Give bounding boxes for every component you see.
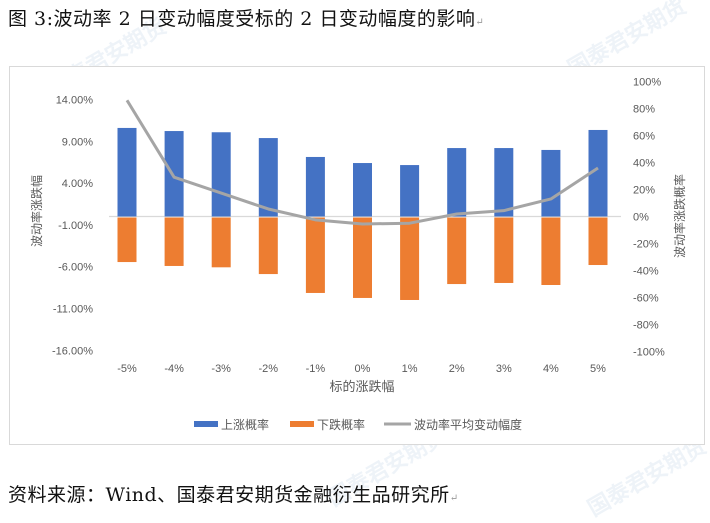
source-note: 资料来源：Wind、国泰君安期货金融衍生品研究所↵ (8, 480, 459, 507)
y2-tick-label: -80% (633, 320, 659, 332)
x-tick-label: 4% (543, 363, 559, 375)
y2-tick-label: -20% (633, 239, 659, 251)
x-tick-label: 1% (402, 363, 418, 375)
bar-up (494, 148, 514, 217)
bar-up (447, 148, 467, 217)
y2-tick-label: 20% (633, 185, 655, 197)
x-tick-label: -5% (117, 363, 137, 375)
y-tick-label: 4.00% (62, 178, 93, 190)
legend-swatch-up (194, 421, 218, 427)
y2-tick-label: -100% (633, 347, 665, 359)
chart-svg: 14.00% 9.00% 4.00% -1.00% -6.00% -11.00% -16.0… (29, 77, 687, 433)
chart-container: 14.00% 9.00% 4.00% -1.00% -6.00% -11.00% -16.0… (9, 66, 705, 445)
bar-up (117, 127, 137, 217)
y2-tick-label: 40% (633, 158, 655, 170)
y-tick-label: 14.00% (56, 94, 94, 106)
y-tick-label: -11.00% (53, 303, 93, 315)
bar-up (305, 156, 325, 217)
bar-down (588, 217, 608, 266)
paragraph-mark: ↵ (475, 17, 485, 28)
legend-label-line: 波动率平均变动幅度 (414, 417, 522, 432)
bar-down (305, 217, 325, 293)
legend-label-down: 下跌概率 (317, 417, 365, 432)
y-tick-label: -1.00% (58, 220, 93, 232)
y-tick-label: -16.00% (52, 345, 93, 357)
y-tick-label: 9.00% (62, 136, 93, 148)
legend-swatch-down (290, 421, 314, 427)
x-tick-label: 2% (449, 363, 465, 375)
y2-tick-label: -40% (633, 266, 659, 278)
y2-tick-label: 100% (633, 77, 661, 89)
x-tick-label: 0% (355, 363, 371, 375)
figure-caption: 图 3:波动率 2 日变动幅度受标的 2 日变动幅度的影响↵ (8, 4, 484, 31)
bar-up (211, 132, 231, 217)
x-tick-label: 3% (496, 363, 512, 375)
x-axis-title: 标的涨跌幅 (329, 379, 394, 394)
x-tick-label: -1% (306, 363, 326, 375)
bar-down (353, 217, 372, 298)
bar-up (258, 138, 278, 217)
x-tick-label: -3% (211, 363, 231, 375)
line-series (125, 99, 599, 226)
y-tick-label: -6.00% (58, 262, 93, 274)
bar-down (494, 217, 514, 283)
x-tick-label: -4% (164, 363, 184, 375)
bar-up (541, 149, 561, 217)
bar-down (400, 217, 420, 300)
y-axis-title: 波动率涨跌幅 (29, 175, 44, 247)
bar-down (164, 217, 184, 266)
source-text: 资料来源：Wind、国泰君安期货金融衍生品研究所 (8, 484, 450, 506)
bar-down (211, 217, 231, 268)
bar-up (353, 163, 372, 217)
y2-tick-label: 0% (633, 212, 649, 224)
y2-tick-label: 80% (633, 104, 655, 116)
bar-up (588, 129, 608, 217)
caption-text: 图 3:波动率 2 日变动幅度受标的 2 日变动幅度的影响 (8, 8, 476, 30)
bar-down (117, 217, 137, 263)
x-tick-label: -2% (259, 363, 279, 375)
bar-down (447, 217, 467, 285)
bar-up (164, 131, 184, 217)
paragraph-mark: ↵ (449, 493, 459, 504)
bar-up (400, 165, 420, 217)
y2-tick-label: -60% (633, 293, 659, 305)
y2-axis-title: 波动率涨跌概率 (672, 174, 687, 258)
x-tick-label: 5% (590, 363, 606, 375)
legend-label-up: 上涨概率 (221, 417, 269, 432)
y2-tick-label: 60% (633, 131, 655, 143)
bar-down (258, 217, 278, 275)
bar-down (541, 217, 561, 285)
